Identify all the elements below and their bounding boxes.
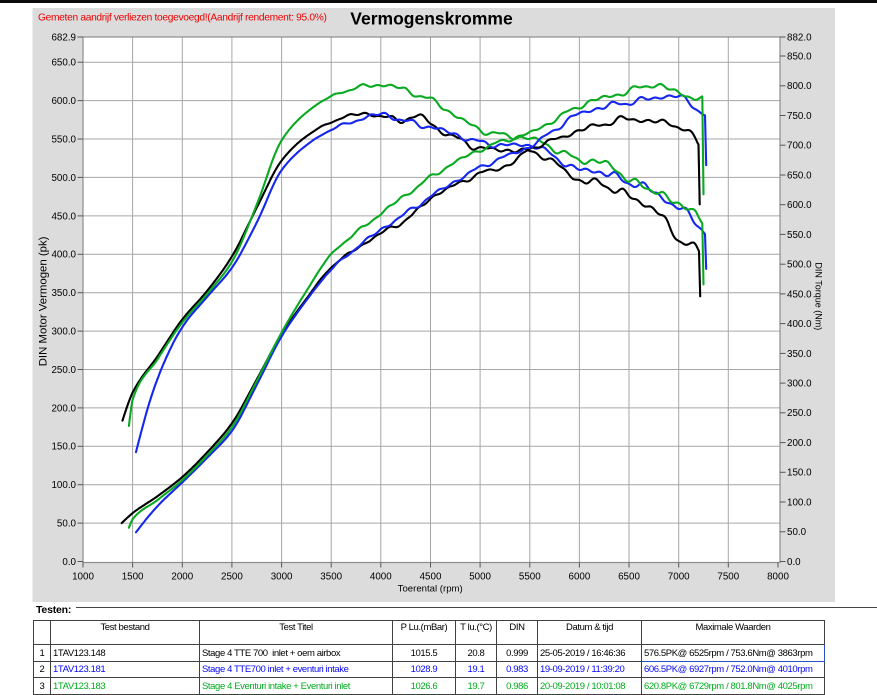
svg-text:DIN Motor Vermogen (pk): DIN Motor Vermogen (pk) <box>38 236 50 366</box>
svg-text:100.0: 100.0 <box>787 497 812 508</box>
svg-text:7000: 7000 <box>668 571 690 582</box>
svg-text:550.0: 550.0 <box>787 230 812 241</box>
svg-text:250.0: 250.0 <box>51 365 76 376</box>
svg-text:200.0: 200.0 <box>51 403 76 414</box>
svg-text:600.0: 600.0 <box>51 96 76 107</box>
svg-text:50.0: 50.0 <box>57 519 77 530</box>
svg-text:300.0: 300.0 <box>51 327 76 338</box>
svg-text:400.0: 400.0 <box>51 250 76 261</box>
svg-text:150.0: 150.0 <box>787 468 812 479</box>
svg-text:650.0: 650.0 <box>787 170 812 181</box>
svg-text:Gemeten aandrijf verliezen toe: Gemeten aandrijf verliezen toegevoegd!(A… <box>38 12 327 23</box>
svg-text:50.0: 50.0 <box>787 527 807 538</box>
svg-text:600.0: 600.0 <box>787 200 812 211</box>
svg-text:850.0: 850.0 <box>787 51 812 62</box>
svg-text:650.0: 650.0 <box>51 58 76 69</box>
svg-text:200.0: 200.0 <box>787 438 812 449</box>
svg-text:6000: 6000 <box>569 571 591 582</box>
svg-text:300.0: 300.0 <box>787 379 812 390</box>
svg-text:3000: 3000 <box>271 571 293 582</box>
svg-text:750.0: 750.0 <box>787 111 812 122</box>
svg-text:682.9: 682.9 <box>51 32 76 43</box>
svg-text:882.0: 882.0 <box>787 32 812 43</box>
svg-text:700.0: 700.0 <box>787 141 812 152</box>
svg-text:1500: 1500 <box>122 571 144 582</box>
svg-text:1000: 1000 <box>72 571 94 582</box>
svg-text:2000: 2000 <box>171 571 193 582</box>
svg-text:500.0: 500.0 <box>787 260 812 271</box>
svg-text:5000: 5000 <box>469 571 491 582</box>
svg-text:500.0: 500.0 <box>51 173 76 184</box>
svg-text:450.0: 450.0 <box>51 211 76 222</box>
svg-text:4000: 4000 <box>370 571 392 582</box>
svg-text:400.0: 400.0 <box>787 319 812 330</box>
svg-text:100.0: 100.0 <box>51 480 76 491</box>
svg-text:7500: 7500 <box>717 571 739 582</box>
svg-text:DIN Torque (Nm): DIN Torque (Nm) <box>814 262 824 330</box>
svg-text:8000: 8000 <box>767 571 789 582</box>
svg-text:150.0: 150.0 <box>51 442 76 453</box>
svg-text:Toerental (rpm): Toerental (rpm) <box>398 584 463 595</box>
svg-text:450.0: 450.0 <box>787 289 812 300</box>
svg-text:0.0: 0.0 <box>787 557 801 568</box>
svg-text:350.0: 350.0 <box>51 288 76 299</box>
svg-text:250.0: 250.0 <box>787 408 812 419</box>
svg-text:4500: 4500 <box>420 571 442 582</box>
svg-text:800.0: 800.0 <box>787 81 812 92</box>
svg-text:6500: 6500 <box>618 571 640 582</box>
svg-text:0.0: 0.0 <box>62 557 76 568</box>
svg-text:Vermogenskromme: Vermogenskromme <box>350 9 513 29</box>
svg-text:5500: 5500 <box>519 571 541 582</box>
svg-text:550.0: 550.0 <box>51 134 76 145</box>
svg-text:2500: 2500 <box>221 571 243 582</box>
svg-text:350.0: 350.0 <box>787 349 812 360</box>
svg-text:3500: 3500 <box>320 571 342 582</box>
